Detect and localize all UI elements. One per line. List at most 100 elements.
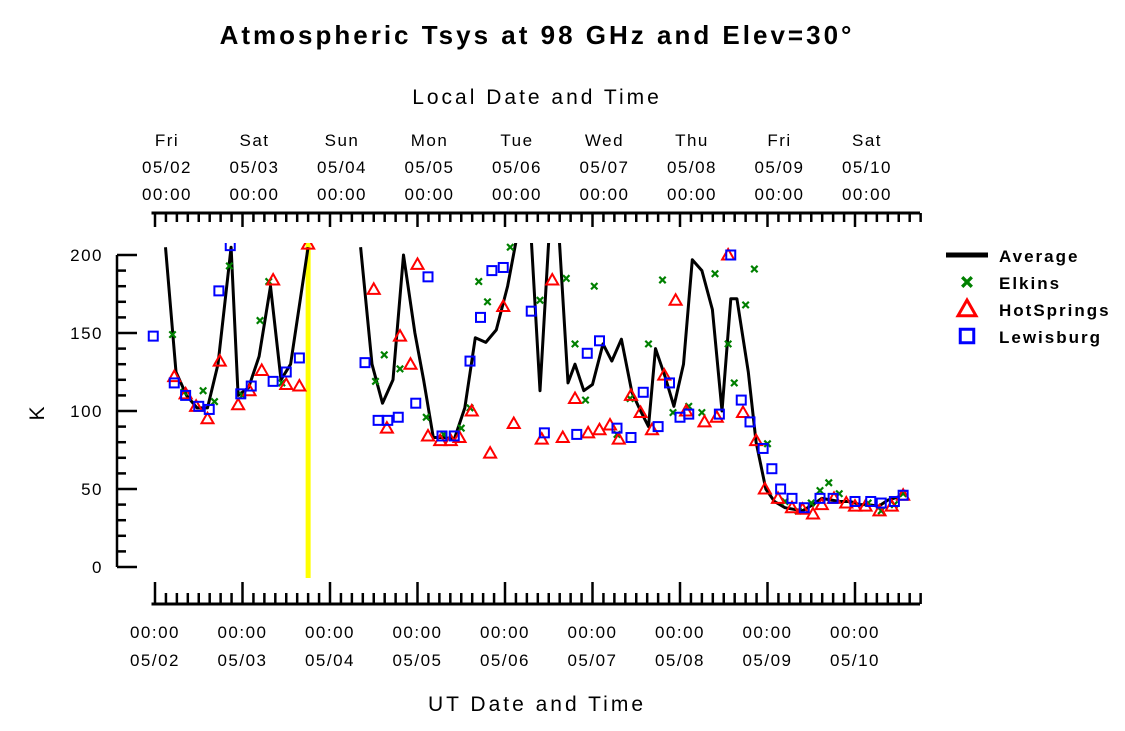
bottom-tick-time: 00:00 <box>480 623 530 642</box>
y-tick-label: 200 <box>70 246 103 265</box>
hotsprings-point <box>230 396 246 411</box>
hotsprings-point <box>567 390 583 405</box>
elkins-point <box>506 243 515 252</box>
legend-elkins-label: Elkins <box>999 274 1061 293</box>
lewisburg-point <box>235 388 247 400</box>
lewisburg-point <box>786 492 798 504</box>
bottom-tick-time: 00:00 <box>392 623 442 642</box>
legend-elkins-swatch <box>961 276 973 288</box>
lewisburg-point <box>392 411 404 423</box>
legend-hotsprings-label: HotSprings <box>999 301 1111 320</box>
elkins-point <box>750 265 759 274</box>
bottom-tick-time: 00:00 <box>217 623 267 642</box>
top-tick-day: Wed <box>585 131 624 150</box>
top-tick-time: 00:00 <box>142 185 192 204</box>
bottom-tick-date: 05/08 <box>655 651 705 670</box>
lewisburg-point <box>168 377 180 389</box>
bottom-tick-time: 00:00 <box>655 623 705 642</box>
lewisburg-point <box>757 442 769 454</box>
elkins-point <box>256 316 264 325</box>
top-tick-date: 05/03 <box>229 158 279 177</box>
elkins-point <box>730 378 739 387</box>
hotsprings-point <box>366 281 382 295</box>
hotsprings-point <box>482 445 498 459</box>
lewisburg-point <box>594 335 605 347</box>
top-tick-time: 00:00 <box>317 185 367 204</box>
top-tick-time: 00:00 <box>404 185 454 204</box>
lewisburg-point <box>224 243 236 252</box>
hotsprings-point <box>392 328 408 342</box>
bottom-tick-date: 05/10 <box>830 651 880 670</box>
hotsprings-point <box>212 353 228 367</box>
elkins-point <box>210 397 219 406</box>
lewisburg-point <box>875 497 887 509</box>
lewisburg-point <box>611 422 623 434</box>
bottom-tick-time: 00:00 <box>567 623 617 642</box>
lewisburg-point <box>280 366 292 378</box>
lewisburg-point <box>267 375 279 387</box>
elkins-point <box>483 297 492 306</box>
hotsprings-point <box>278 376 294 390</box>
elkins-point <box>536 296 544 305</box>
top-tick-day: Fri <box>767 131 791 150</box>
bottom-tick-date: 05/04 <box>305 651 355 670</box>
hotsprings-point <box>770 490 786 504</box>
elkins-point <box>371 377 380 386</box>
hotsprings-point <box>748 432 764 447</box>
lewisburg-point <box>293 352 305 364</box>
top-tick-date: 05/09 <box>754 158 804 177</box>
top-tick-date: 05/07 <box>579 158 629 177</box>
top-tick-time: 00:00 <box>579 185 629 204</box>
hotsprings-point <box>580 424 596 439</box>
y-tick-label: 150 <box>70 324 103 343</box>
elkins-point <box>571 339 579 348</box>
lewisburg-point <box>436 430 448 442</box>
hotsprings-point <box>871 502 888 517</box>
legend-average-label: Average <box>999 247 1079 266</box>
hotsprings-point <box>667 292 684 306</box>
top-tick-day: Sun <box>325 131 360 150</box>
lewisburg-point <box>744 416 756 428</box>
elkins-point <box>474 277 483 286</box>
hotsprings-point <box>254 362 270 376</box>
top-axis: Fri 05/02 00:00 Sat 05/03 00:00 Sun 05/04 00:00 M… <box>142 131 922 227</box>
hotsprings-point <box>291 378 308 392</box>
legend-lewisburg-label: Lewisburg <box>999 328 1102 347</box>
hotsprings-point <box>623 387 639 401</box>
lewisburg-point <box>486 265 498 277</box>
top-tick-date: 05/02 <box>142 158 192 177</box>
elkins-point <box>711 269 719 278</box>
top-tick-day: Tue <box>500 131 533 150</box>
lewisburg-point <box>581 347 593 359</box>
chart-title: Atmospheric Tsys at 98 GHz and Elev=30° <box>220 20 855 50</box>
hotsprings-point <box>420 427 436 442</box>
hotsprings-point <box>464 402 480 417</box>
bottom-tick-date: 05/02 <box>130 651 180 670</box>
lewisburg-point <box>571 428 583 440</box>
y-tick-label: 100 <box>70 402 103 421</box>
lewisburg-point <box>625 432 637 444</box>
elkins-point <box>697 408 706 417</box>
bottom-tick-date: 05/09 <box>742 651 792 670</box>
lewisburg-point <box>497 261 509 273</box>
lewisburg-point <box>637 386 649 398</box>
lewisburg-point <box>410 397 422 409</box>
top-tick-day: Fri <box>155 131 179 150</box>
lewisburg-point <box>827 492 839 504</box>
lewisburg-point <box>798 502 810 514</box>
bottom-axis-label: UT Date and Time <box>428 693 646 716</box>
bottom-tick-date: 05/06 <box>480 651 530 670</box>
top-tick-date: 05/10 <box>842 158 892 177</box>
elkins-point <box>380 350 389 359</box>
elkins-point <box>816 486 824 495</box>
top-tick-day: Thu <box>675 131 709 150</box>
lewisburg-point <box>372 414 384 426</box>
bottom-tick-time: 00:00 <box>305 623 355 642</box>
y-tick-label: 0 <box>92 558 103 577</box>
lewisburg-point <box>525 305 537 317</box>
hotsprings-point <box>451 429 468 444</box>
hotsprings-point <box>555 429 571 444</box>
elkins-point <box>724 339 733 348</box>
hotsprings-point <box>166 368 182 383</box>
top-tick-time: 00:00 <box>667 185 717 204</box>
